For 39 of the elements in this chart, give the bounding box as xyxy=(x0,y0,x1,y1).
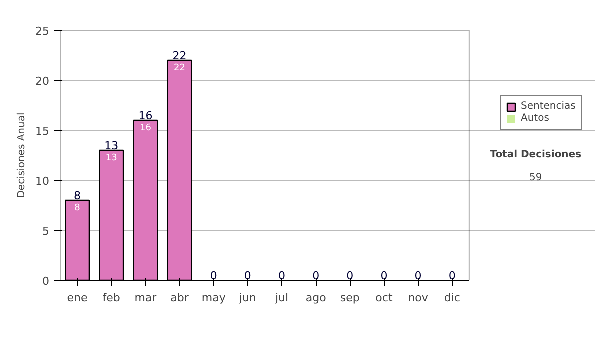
legend-label: Autos xyxy=(521,113,550,124)
total-label: 0 xyxy=(414,270,422,282)
total-label: 0 xyxy=(244,270,252,282)
total-label: 0 xyxy=(278,270,286,282)
total-label: 22 xyxy=(172,50,187,62)
x-tick-label: nov xyxy=(408,292,429,304)
data-label: 22 xyxy=(174,64,186,74)
x-tick-label: dic xyxy=(444,292,460,304)
x-tick-label: sep xyxy=(340,292,360,304)
data-label: 16 xyxy=(140,124,152,134)
total-label: 0 xyxy=(312,270,320,282)
y-tick-label: 20 xyxy=(36,75,50,88)
x-tick-label: may xyxy=(202,292,226,304)
legend-label: Sentencias xyxy=(521,101,576,112)
text: 59 xyxy=(530,172,542,184)
total-label: 0 xyxy=(210,270,218,282)
x-tick-label: abr xyxy=(170,292,190,304)
y-tick-label: 0 xyxy=(42,275,50,288)
y-tick-label: 15 xyxy=(36,125,50,138)
x-tick-label: ene xyxy=(67,292,88,304)
y-axis-title: Decisiones Anual xyxy=(16,112,28,198)
y-tick-label: 5 xyxy=(42,225,50,238)
text: Total Decisiones xyxy=(490,150,582,160)
x-tick-label: ago xyxy=(306,292,327,304)
x-tick-label: mar xyxy=(134,292,158,304)
total-label: 0 xyxy=(346,270,354,282)
x-tick-label: jun xyxy=(238,292,256,304)
total-label: 8 xyxy=(74,190,82,202)
data-label: 13 xyxy=(106,154,118,164)
y-tick-label: 10 xyxy=(36,175,50,188)
total-label: 0 xyxy=(380,270,388,282)
total-label: 16 xyxy=(138,110,153,122)
total-label: 13 xyxy=(104,140,119,152)
x-tick-label: feb xyxy=(102,292,120,304)
y-tick-label: 25 xyxy=(36,25,50,38)
x-tick-label: oct xyxy=(376,292,394,304)
data-label: 8 xyxy=(74,204,81,214)
total-label: 0 xyxy=(448,270,456,282)
x-tick-label: jul xyxy=(274,292,289,304)
